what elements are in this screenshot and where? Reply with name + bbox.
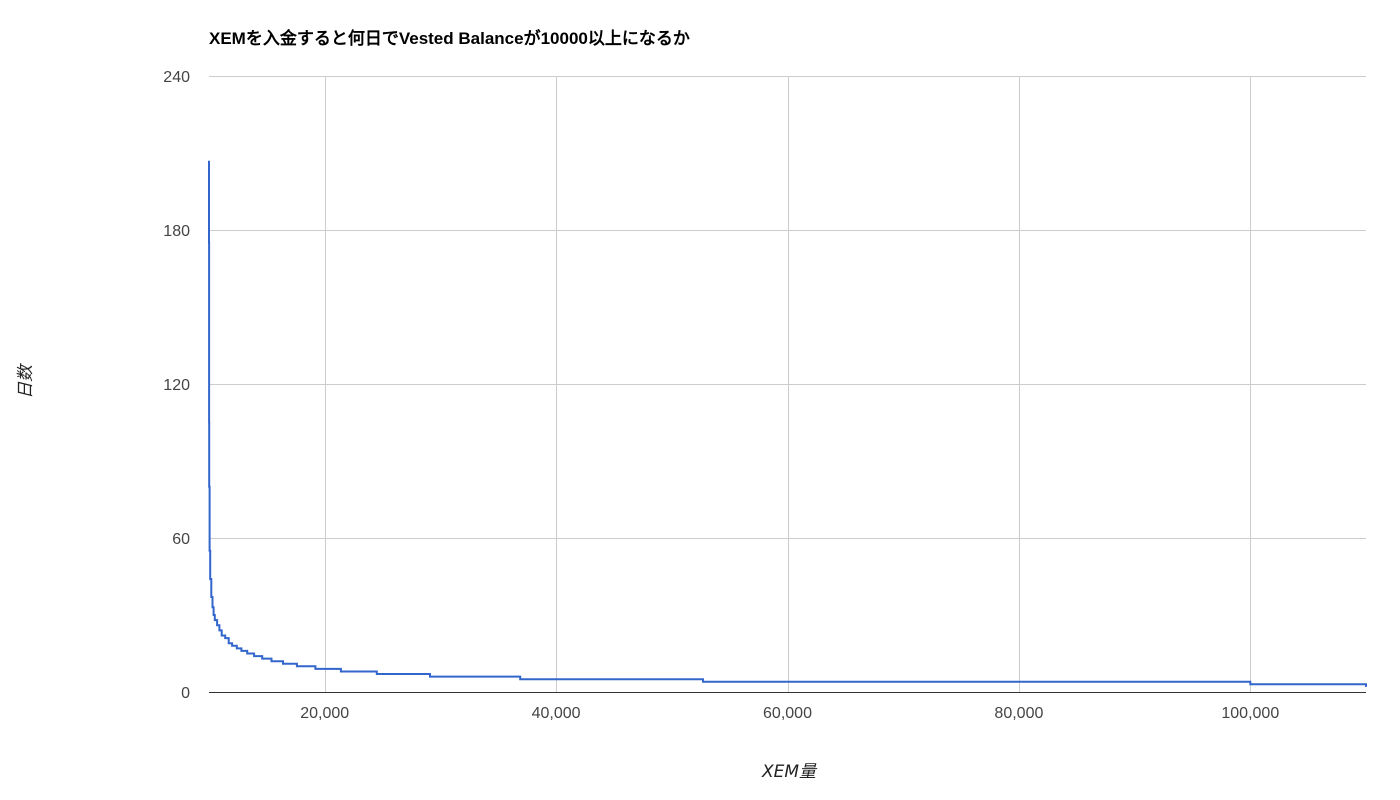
x-tick-label: 80,000 (994, 705, 1043, 722)
x-tick-label: 100,000 (1221, 705, 1279, 722)
y-tick-label: 240 (163, 69, 190, 86)
y-tick-label: 0 (181, 685, 190, 702)
x-tick-label: 20,000 (300, 705, 349, 722)
series-group (208, 160, 1367, 687)
x-axis-ticks: 20,000 40,000 60,000 80,000 100,000 (300, 705, 1279, 722)
series-line (208, 160, 1367, 687)
x-tick-label: 40,000 (532, 705, 581, 722)
y-tick-label: 180 (163, 223, 190, 240)
y-tick-label: 60 (172, 531, 190, 548)
chart-title: XEMを入金すると何日でVested Balanceが10000以上になるか (209, 28, 690, 48)
x-tick-label: 60,000 (763, 705, 812, 722)
y-axis-ticks: 0 60 120 180 240 (163, 69, 190, 702)
grid (209, 76, 1366, 692)
y-tick-label: 120 (163, 377, 190, 394)
x-axis-title: XEM量 (761, 762, 818, 782)
y-axis-title: 日数 (16, 363, 36, 399)
